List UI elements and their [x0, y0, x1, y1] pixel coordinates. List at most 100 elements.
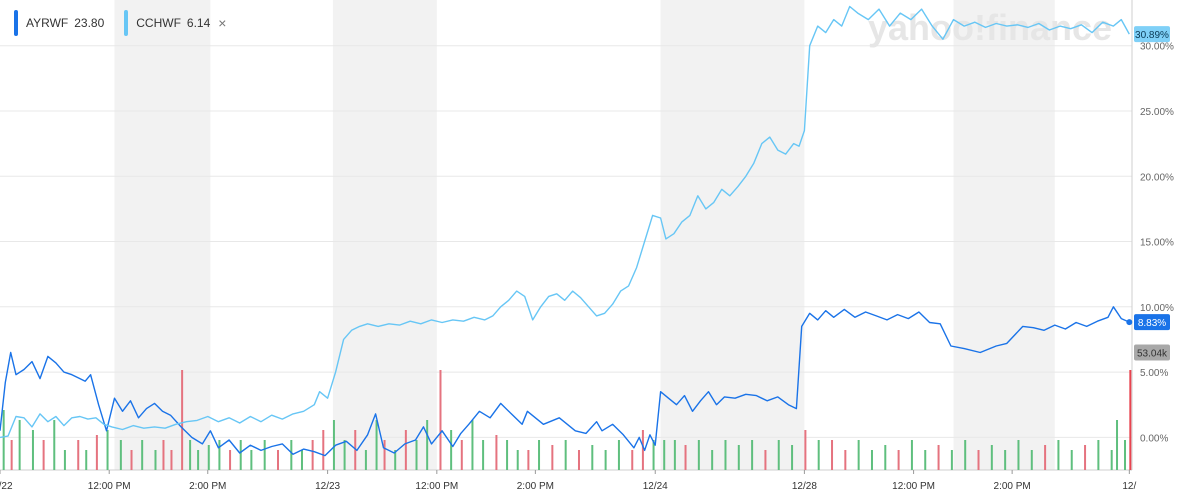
x-tick-label: 12:00 PM — [88, 481, 131, 492]
volume-bar — [711, 450, 714, 470]
y-tick-label: 15.00% — [1140, 238, 1174, 249]
volume-bar — [426, 420, 429, 470]
volume-bar — [817, 440, 820, 470]
volume-bar — [250, 450, 253, 470]
volume-bar — [53, 420, 56, 470]
volume-bar — [130, 450, 133, 470]
volume-bar — [218, 440, 221, 470]
volume-bar — [990, 445, 993, 470]
volume-bar — [1004, 450, 1007, 470]
volume-bar — [697, 440, 700, 470]
volume-bar — [300, 450, 303, 470]
session-band — [660, 0, 805, 470]
volume-bar — [964, 440, 967, 470]
volume-bar — [311, 440, 314, 470]
volume-bar — [673, 440, 676, 470]
x-tick-label: 12:00 PM — [415, 481, 458, 492]
volume-bar — [724, 440, 727, 470]
volume-bar — [1084, 445, 1087, 470]
session-band — [114, 0, 211, 470]
volume-bar — [495, 435, 498, 470]
volume-bar — [343, 440, 346, 470]
series-line-ayrwf — [0, 306, 1130, 457]
volume-bar — [737, 445, 740, 470]
chart-legend: AYRWF 23.80 CCHWF 6.14 × — [8, 10, 230, 36]
volume-bar — [1057, 440, 1060, 470]
volume-bar — [322, 430, 325, 470]
volume-bar — [924, 450, 927, 470]
volume-bar — [617, 440, 620, 470]
volume-bar — [332, 420, 335, 470]
legend-symbol: AYRWF — [26, 16, 69, 30]
ayrwf-color-swatch — [14, 10, 18, 36]
volume-bar — [977, 450, 980, 470]
volume-bar — [804, 430, 807, 470]
volume-bar — [897, 450, 900, 470]
volume-bar — [652, 440, 655, 470]
close-icon[interactable]: × — [218, 15, 227, 31]
y-tick-label: 10.00% — [1140, 303, 1174, 314]
volume-bar — [181, 370, 184, 470]
volume-bar — [1129, 370, 1132, 470]
volume-bar — [604, 450, 607, 470]
volume-bar — [884, 445, 887, 470]
volume-bar — [684, 445, 687, 470]
volume-bar — [527, 450, 530, 470]
x-tick-label: 12:00 PM — [892, 481, 935, 492]
y-tick-label: 0.00% — [1140, 433, 1168, 444]
volume-bar — [1017, 440, 1020, 470]
volume-bar — [450, 430, 453, 470]
volume-bar — [119, 440, 122, 470]
volume-bar — [1097, 440, 1100, 470]
volume-bar — [506, 440, 509, 470]
volume-bar — [229, 450, 232, 470]
volume-bar — [577, 450, 580, 470]
volume-bar — [1116, 420, 1119, 470]
volume-bar — [910, 440, 913, 470]
volume-bar — [663, 440, 666, 470]
volume-bar — [1044, 445, 1047, 470]
legend-chip-cchwf[interactable]: CCHWF 6.14 × — [118, 10, 230, 36]
volume-bar — [394, 450, 397, 470]
volume-bar — [170, 450, 173, 470]
volume-bar — [1124, 440, 1127, 470]
volume-bar — [1030, 450, 1033, 470]
volume-bar — [383, 440, 386, 470]
volume-bar — [263, 440, 266, 470]
volume-bar — [106, 430, 109, 470]
legend-value: 6.14 — [186, 16, 211, 30]
volume-bar — [1070, 450, 1073, 470]
x-tick-label: 12/ — [1122, 481, 1136, 492]
volume-bar — [460, 440, 463, 470]
volume-bar — [364, 450, 367, 470]
y-tick-label: 30.00% — [1140, 42, 1174, 53]
volume-bar — [31, 430, 34, 470]
volume-bar — [751, 440, 754, 470]
ayrwf-last-value-badge-bg — [1134, 314, 1170, 331]
volume-bar — [277, 450, 280, 470]
legend-chip-ayrwf[interactable]: AYRWF 23.80 — [8, 10, 108, 36]
volume-bar — [77, 440, 80, 470]
volume-bar — [591, 445, 594, 470]
volume-bar — [141, 440, 144, 470]
legend-value: 23.80 — [74, 16, 105, 30]
legend-symbol: CCHWF — [136, 16, 181, 30]
volume-bar — [791, 445, 794, 470]
volume-bar — [197, 450, 200, 470]
volume-bar — [538, 440, 541, 470]
volume-badge: 53.04k — [1137, 349, 1168, 360]
y-tick-label: 20.00% — [1140, 172, 1174, 183]
cchwf-color-swatch — [124, 10, 129, 36]
y-tick-label: 5.00% — [1140, 368, 1168, 379]
volume-bar — [777, 440, 780, 470]
volume-bar — [18, 420, 21, 470]
volume-badge-bg — [1134, 344, 1170, 361]
volume-bar — [42, 440, 45, 470]
volume-bar — [162, 440, 165, 470]
volume-bar — [937, 445, 940, 470]
volume-bar — [857, 440, 860, 470]
volume-bar — [154, 450, 157, 470]
x-tick-label: 2:00 PM — [517, 481, 554, 492]
volume-bar — [1110, 450, 1113, 470]
